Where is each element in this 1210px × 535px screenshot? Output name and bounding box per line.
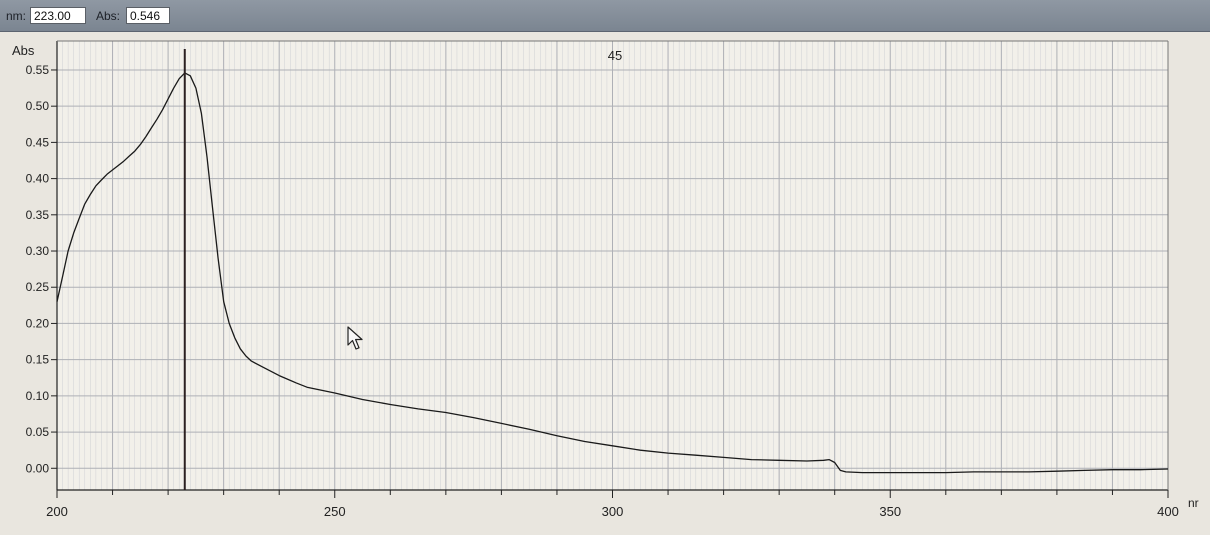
x-tick-label: 350 bbox=[879, 504, 901, 519]
abs-readout-field[interactable]: 0.546 bbox=[126, 7, 170, 24]
y-tick-label: 0.15 bbox=[26, 353, 50, 367]
abs-label: Abs: bbox=[96, 9, 121, 23]
spectrum-chart[interactable]: 0.00 0.05 0.10 0.15 0.20 0.25 0.30 0.35 0.40 0.45… bbox=[0, 31, 1210, 535]
series-layer bbox=[56, 72, 1169, 474]
y-tick-label: 0.05 bbox=[26, 425, 50, 439]
y-tick-label: 0.30 bbox=[26, 244, 50, 258]
y-tick-label: 0.50 bbox=[26, 99, 50, 113]
y-tick-label: 0.10 bbox=[26, 389, 50, 403]
chart-title: 45 bbox=[608, 48, 622, 63]
x-axis-label: nr bbox=[1188, 496, 1199, 510]
y-axis-label: Abs bbox=[12, 43, 35, 58]
nm-readout-field[interactable]: 223.00 bbox=[30, 7, 86, 24]
y-tick-label: 0.35 bbox=[26, 208, 50, 222]
y-tick-label: 0.45 bbox=[26, 135, 50, 149]
y-tick-label: 0.20 bbox=[26, 316, 50, 330]
y-tick-label: 0.40 bbox=[26, 172, 50, 186]
y-tick-label: 0.25 bbox=[26, 280, 50, 294]
spectrum-line-0 bbox=[56, 72, 1169, 474]
x-tick-label: 200 bbox=[46, 504, 68, 519]
x-tick-label: 400 bbox=[1157, 504, 1179, 519]
grid-major bbox=[56, 41, 1169, 490]
nm-label: nm: bbox=[6, 9, 27, 23]
mouse-pointer-icon bbox=[347, 326, 363, 350]
x-tick-label: 250 bbox=[324, 504, 346, 519]
y-tick-label: 0.00 bbox=[26, 461, 50, 475]
ticks: 0.00 0.05 0.10 0.15 0.20 0.25 0.30 0.35 0.40 0.45… bbox=[26, 63, 1179, 519]
readout-toolbar: nm: 223.00 Abs: 0.546 bbox=[0, 0, 1210, 32]
y-tick-label: 0.55 bbox=[26, 63, 50, 77]
x-tick-label: 300 bbox=[602, 504, 624, 519]
